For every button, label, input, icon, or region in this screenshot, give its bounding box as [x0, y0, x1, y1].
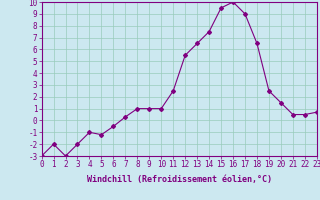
X-axis label: Windchill (Refroidissement éolien,°C): Windchill (Refroidissement éolien,°C): [87, 175, 272, 184]
